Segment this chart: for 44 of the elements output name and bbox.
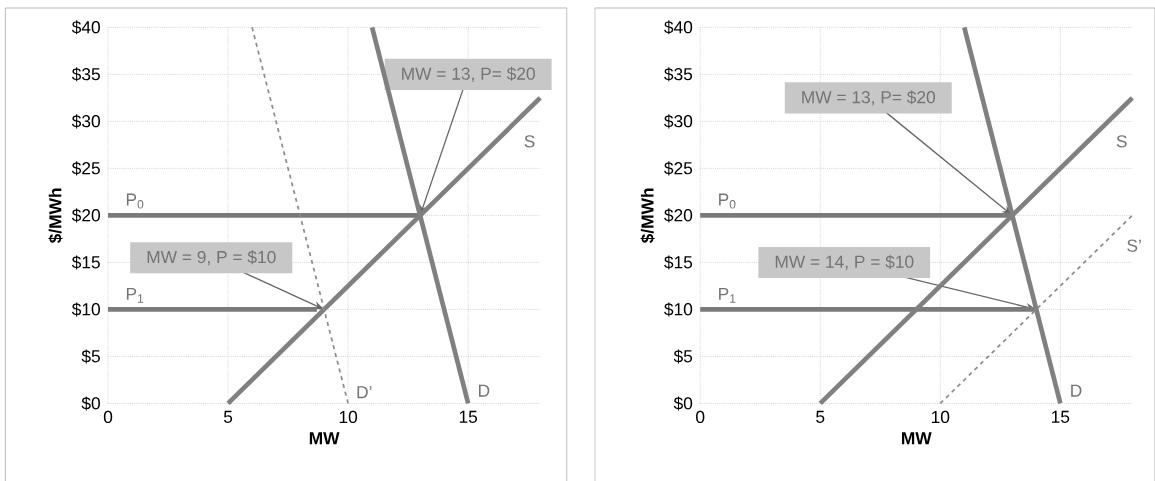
- x-tick-label: 15: [1051, 410, 1070, 423]
- annotation: MW = 13, P= $20: [802, 90, 936, 106]
- y-tick-label: $40: [71, 20, 100, 35]
- y-tick-label: $30: [71, 114, 100, 129]
- series-label: P$_{0}$: [719, 193, 736, 209]
- annotation: MW = 14, P = $10: [775, 254, 914, 270]
- x-tick-label: 0: [103, 410, 113, 423]
- series-label: D: [479, 384, 490, 397]
- series-label: S: [524, 134, 535, 148]
- series-label: P$_{1}$: [126, 287, 144, 303]
- x-tick-label: 10: [339, 410, 358, 423]
- y-tick-label: $35: [71, 67, 100, 82]
- series-label: D’: [357, 385, 372, 398]
- y-tick-label: $15: [664, 255, 693, 270]
- annotation: MW = 13, P= $20: [402, 66, 535, 82]
- y-tick-label: $25: [71, 161, 100, 176]
- series-label: D: [1071, 384, 1082, 397]
- y-tick-label: $5: [81, 349, 100, 364]
- x-axis-title: MW: [902, 432, 932, 444]
- x-tick-label: 5: [223, 410, 233, 423]
- series-label: S: [1116, 134, 1127, 148]
- y-tick-label: $10: [71, 302, 100, 317]
- y-tick-label: $35: [664, 67, 693, 82]
- series-label: P$_{0}$: [126, 193, 144, 209]
- y-tick-label: $30: [664, 114, 693, 129]
- y-tick-label: $0: [81, 396, 100, 411]
- y-tick-label: $10: [664, 302, 693, 317]
- y-tick-label: $5: [673, 349, 693, 364]
- x-tick-label: 5: [816, 410, 825, 423]
- y-tick-label: $0: [673, 396, 693, 411]
- series-label: P$_{1}$: [719, 287, 736, 303]
- y-tick-label: $20: [664, 208, 693, 223]
- y-axis-title: $/MWh: [640, 188, 655, 243]
- y-tick-label: $25: [664, 161, 693, 176]
- y-tick-label: $20: [71, 208, 100, 223]
- x-tick-label: 15: [459, 410, 478, 423]
- y-tick-label: $15: [71, 255, 100, 270]
- y-axis-title: $/MWh: [48, 188, 63, 243]
- y-tick-label: $40: [664, 20, 693, 35]
- annotation: MW = 9, P = $10: [147, 249, 276, 265]
- x-axis-title: MW: [309, 432, 340, 444]
- x-tick-label: 0: [696, 410, 705, 423]
- series-label: S’: [1127, 239, 1141, 252]
- x-tick-label: 10: [931, 410, 950, 423]
